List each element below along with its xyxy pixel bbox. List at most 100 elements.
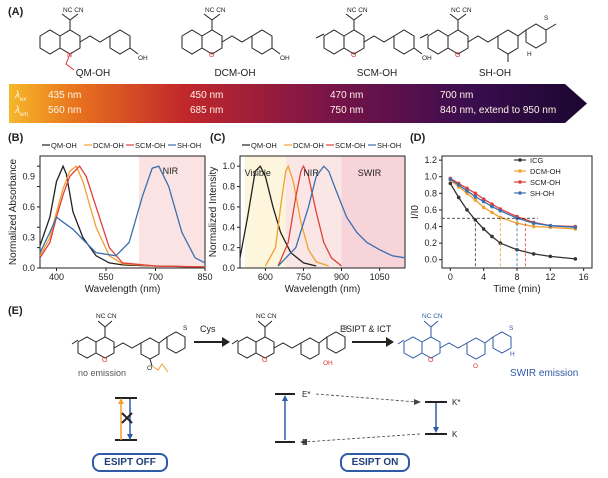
x-axis-label: Wavelength (nm): [85, 284, 161, 295]
x-tick-label: 900: [334, 272, 349, 282]
dcm-em: 685 nm: [190, 105, 224, 116]
legend-label-dcm-oh: DCM-OH: [530, 167, 561, 176]
legend-marker-scm-oh: [518, 180, 522, 184]
legend-label-scm-oh: SCM-OH: [335, 141, 365, 150]
legend-label-sh-oh: SH-OH: [177, 141, 201, 150]
series-line-dcm-oh: [39, 165, 206, 268]
y-tick-label: 0.6: [22, 202, 35, 212]
intermediate-structure: [231, 320, 346, 360]
x-tick-label: 12: [545, 272, 555, 282]
legend-label-dcm-oh: DCM-OH: [293, 141, 324, 150]
structure-qm-oh: [39, 13, 139, 71]
sh-ex: 700 nm: [440, 90, 474, 101]
y-tick-label: 0.9: [22, 171, 35, 181]
legend-label-scm-oh: SCM-OH: [135, 141, 165, 150]
dcm-oh-group: OH: [280, 55, 290, 62]
e-label: E: [302, 438, 307, 447]
dcm-nc-cn: NC CN: [205, 7, 226, 14]
intermediate-oh-group: OH: [323, 360, 333, 367]
y-tick-label: 0.8: [222, 182, 235, 192]
data-point-dcm-oh: [465, 191, 469, 196]
scm-em: 750 nm: [330, 105, 364, 116]
visible-region: [245, 156, 286, 268]
keto-h-atom: H: [510, 351, 515, 358]
sh-h-atom: H: [527, 51, 532, 58]
data-point-icg: [465, 208, 469, 212]
intermediate-nc-cn: NC CN: [256, 313, 277, 320]
series-line-sh-oh: [39, 165, 206, 264]
e-star-label: E*: [302, 390, 310, 399]
sh-o-atom: O: [455, 52, 461, 59]
sh-nc-cn: NC CN: [451, 7, 472, 14]
compound-name-qm-oh: QM-OH: [75, 68, 111, 79]
data-point-scm-oh: [481, 197, 486, 201]
legend-marker-sh-oh: [518, 191, 522, 195]
plot-frame: [39, 155, 206, 269]
data-point-icg: [531, 252, 536, 256]
data-point-scm-oh: [465, 186, 469, 191]
y-tick-label: 0.2: [424, 238, 437, 248]
qm-n-atom: N: [67, 52, 72, 59]
y-tick-label: 0.6: [222, 202, 235, 212]
data-point-icg: [481, 227, 486, 231]
x-axis-label: Time (min): [493, 284, 540, 295]
y-tick-label: 0.2: [222, 243, 235, 253]
x-tick-label: 850: [197, 272, 212, 282]
k-star-label: K*: [452, 398, 460, 407]
data-point-dcm-oh: [531, 224, 536, 229]
structure-scm-oh: [315, 13, 423, 55]
data-point-scm-oh: [490, 202, 494, 206]
legend-label-qm-oh: QM-OH: [251, 141, 277, 150]
y-tick-label: 1.2: [424, 155, 437, 165]
sh-em: 840 nm, extend to 950 nm: [440, 105, 557, 116]
data-point-sh-oh: [456, 183, 461, 187]
y-tick-label: 0.0: [222, 263, 235, 273]
data-point-dcm-oh: [515, 221, 519, 225]
scm-oh-group: OH: [422, 55, 432, 62]
keto-structure: [397, 320, 512, 360]
legend-label-dcm-oh: DCM-OH: [93, 141, 124, 150]
lambda-em-label: λem: [15, 105, 29, 118]
x-tick-label: 8: [514, 272, 519, 282]
data-point-icg: [548, 254, 553, 259]
y-tick-label: 0.0: [424, 255, 437, 265]
qm-nc-cn: NC CN: [63, 7, 84, 14]
intermediate-o-atom: O: [262, 357, 268, 364]
panel-c-label: (C): [210, 132, 226, 144]
swir-emission-label: SWIR emission: [510, 368, 578, 379]
compound-name-scm-oh: SCM-OH: [356, 68, 398, 79]
data-point-sh-oh: [531, 221, 536, 225]
series-line-scm-oh: [277, 164, 342, 267]
no-emission-label: no emission: [78, 368, 126, 378]
legend-label-icg: ICG: [530, 156, 544, 165]
data-point-sh-oh: [481, 199, 486, 204]
structure-sh-oh: [419, 13, 557, 62]
esipt-scheme: NC CN O O S NC CN O OH S NC CN O O S H C…: [71, 313, 578, 447]
series-line-dcm-oh: [264, 164, 330, 267]
scm-o-atom: O: [351, 52, 357, 59]
data-point-sh-oh: [473, 194, 478, 199]
esipt-on-badge: ESIPT ON: [340, 453, 410, 472]
x-tick-label: 550: [98, 272, 113, 282]
data-point-icg: [448, 181, 453, 186]
data-point-icg: [490, 234, 494, 239]
swir-region: [341, 156, 405, 268]
keto-carbonyl-o: O: [473, 363, 478, 370]
keto-s-atom: S: [509, 325, 514, 332]
series-line-dcm-oh: [449, 179, 576, 230]
y-axis-label: I/I0: [410, 205, 421, 219]
wavelength-band: [9, 84, 587, 123]
probe-structure: [71, 320, 186, 373]
panel-d-label: (D): [410, 132, 426, 144]
esipt-off-diagram: [115, 397, 137, 441]
sh-s-atom: S: [544, 15, 549, 22]
series-line-qm-oh: [239, 165, 317, 267]
visible-label: Visible: [245, 168, 271, 178]
data-point-icg: [573, 257, 578, 261]
keto-nc-cn: NC CN: [422, 313, 443, 320]
k-label: K: [452, 430, 458, 439]
cys-label: Cys: [200, 324, 216, 334]
x-tick-label: 700: [148, 272, 163, 282]
qm-ex: 435 nm: [48, 90, 82, 101]
